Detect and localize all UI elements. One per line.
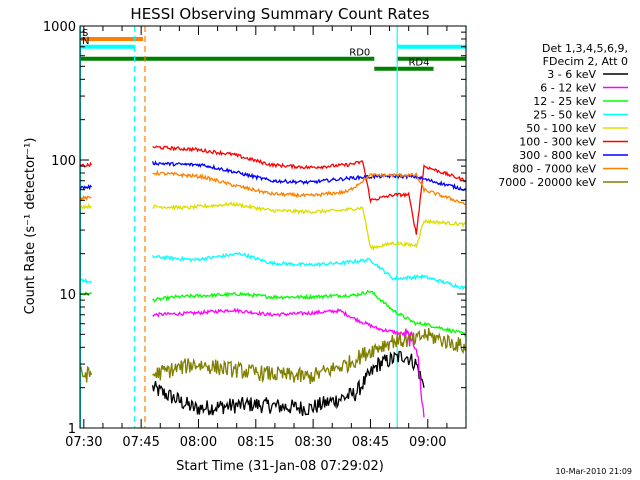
series-line <box>152 289 467 337</box>
x-axis: 07:30 07:45 08:00 08:15 08:30 08:45 09:00 <box>65 26 467 450</box>
series-line <box>151 160 467 192</box>
y-tick-label: 10 <box>59 288 76 303</box>
legend-label: 12 - 25 keV <box>533 95 596 108</box>
series-line <box>152 169 467 206</box>
legend-label: 800 - 7000 keV <box>512 163 596 176</box>
series-line <box>79 365 93 383</box>
series-line <box>79 202 92 210</box>
x-tick-label: 08:15 <box>237 435 274 450</box>
y-tick-label: 1 <box>68 422 76 437</box>
series-line <box>152 307 425 418</box>
y-tick-label: 1000 <box>43 20 76 35</box>
legend-label: 6 - 12 keV <box>540 82 596 95</box>
date-stamp: 10-Mar-2010 21:09 <box>556 467 633 476</box>
flag-label: N <box>82 36 89 47</box>
flag-label: RD0 <box>349 48 370 59</box>
plot-frame <box>79 25 467 429</box>
flag-bars: SN RD0 RD4 <box>80 28 466 71</box>
flag-label: S <box>82 28 88 39</box>
series-line <box>152 251 467 291</box>
legend-label: 300 - 800 keV <box>519 149 596 162</box>
vertical-markers <box>79 26 467 428</box>
x-tick-label: 07:30 <box>65 435 102 450</box>
series-line <box>151 350 425 417</box>
x-tick-label: 08:30 <box>294 435 331 450</box>
x-tick-label: 09:00 <box>409 435 446 450</box>
series-line <box>79 184 92 191</box>
y-axis-label: Count Rate (s⁻¹ detector⁻¹) <box>23 138 38 315</box>
series-line <box>79 194 92 202</box>
series-line <box>79 161 93 168</box>
chart-title: HESSI Observing Summary Count Rates <box>130 5 429 23</box>
y-tick-label: 100 <box>51 154 76 169</box>
series-line <box>79 277 93 284</box>
legend: Det 1,3,4,5,6,9,FDecim 2, Att 03 - 6 keV… <box>498 42 628 189</box>
legend-label: 7000 - 20000 keV <box>498 176 596 189</box>
flag-label: RD4 <box>408 58 429 69</box>
legend-header: Det 1,3,4,5,6,9, <box>542 42 628 55</box>
legend-label: 25 - 50 keV <box>533 109 596 122</box>
series-line <box>152 327 467 385</box>
series-line <box>152 145 467 235</box>
y-axis: 1 10 100 1000 <box>43 20 466 437</box>
series-lines <box>79 145 467 418</box>
legend-header: FDecim 2, Att 0 <box>543 55 628 68</box>
series-line <box>152 201 467 252</box>
legend-label: 3 - 6 keV <box>547 68 596 81</box>
legend-label: 100 - 300 keV <box>519 136 596 149</box>
x-tick-label: 08:00 <box>180 435 217 450</box>
x-tick-label: 07:45 <box>122 435 159 450</box>
x-axis-label: Start Time (31-Jan-08 07:29:02) <box>176 459 384 474</box>
legend-label: 50 - 100 keV <box>526 122 596 135</box>
x-tick-label: 08:45 <box>352 435 389 450</box>
